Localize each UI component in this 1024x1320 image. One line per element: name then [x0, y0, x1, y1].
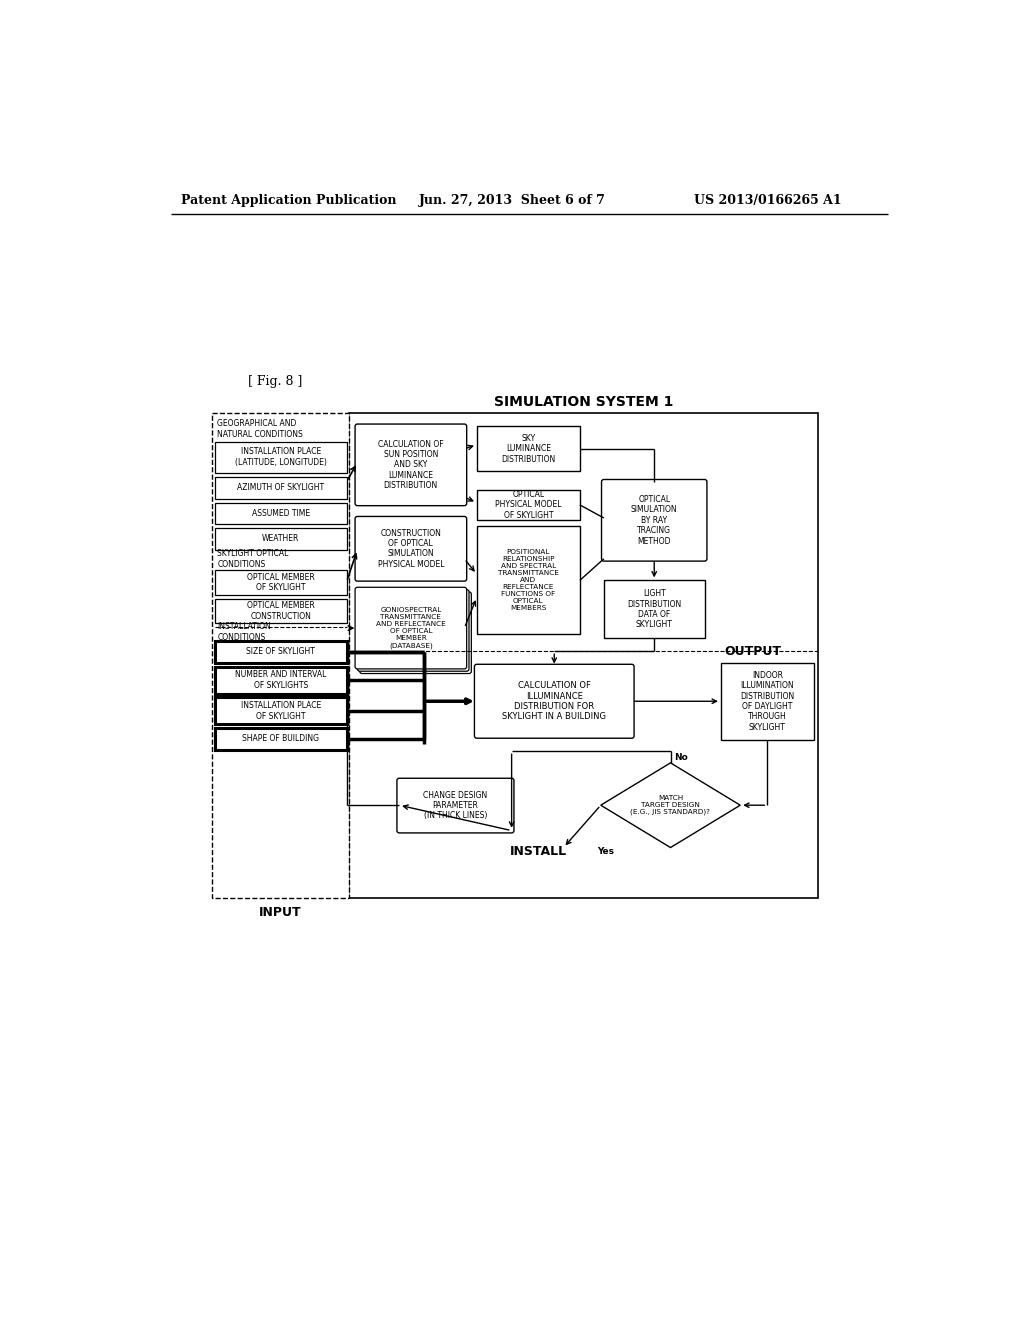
Bar: [477, 426, 580, 471]
Text: CONSTRUCTION
OF OPTICAL
SIMULATION
PHYSICAL MODEL: CONSTRUCTION OF OPTICAL SIMULATION PHYSI…: [378, 529, 444, 569]
Text: OPTICAL MEMBER
CONSTRUCTION: OPTICAL MEMBER CONSTRUCTION: [247, 602, 314, 620]
Bar: [215, 503, 346, 524]
Text: POSITIONAL
RELATIONSHIP
AND SPECTRAL
TRANSMITTANCE
AND
REFLECTANCE
FUNCTIONS OF
: POSITIONAL RELATIONSHIP AND SPECTRAL TRA…: [498, 549, 559, 611]
Bar: [215, 478, 346, 499]
Text: CALCULATION OF
ILLUMINANCE
DISTRIBUTION FOR
SKYLIGHT IN A BUILDING: CALCULATION OF ILLUMINANCE DISTRIBUTION …: [502, 681, 606, 721]
Bar: [212, 412, 349, 898]
Text: WEATHER: WEATHER: [262, 535, 299, 544]
Text: INPUT: INPUT: [259, 907, 302, 920]
Text: SHAPE OF BUILDING: SHAPE OF BUILDING: [242, 734, 319, 743]
Bar: [215, 642, 346, 663]
Bar: [349, 412, 818, 898]
Text: ASSUMED TIME: ASSUMED TIME: [252, 510, 309, 517]
Text: INDOOR
ILLUMINATION
DISTRIBUTION
OF DAYLIGHT
THROUGH
SKYLIGHT: INDOOR ILLUMINATION DISTRIBUTION OF DAYL…: [740, 671, 795, 731]
Bar: [477, 527, 580, 635]
Text: CHANGE DESIGN
PARAMETER
(IN THICK LINES): CHANGE DESIGN PARAMETER (IN THICK LINES): [423, 791, 487, 821]
Text: Patent Application Publication: Patent Application Publication: [180, 194, 396, 207]
Text: SKYLIGHT OPTICAL
CONDITIONS: SKYLIGHT OPTICAL CONDITIONS: [217, 549, 289, 569]
Polygon shape: [601, 763, 740, 847]
Text: GONIOSPECTRAL
TRANSMITTANCE
AND REFLECTANCE
OF OPTICAL
MEMBER
(DATABASE): GONIOSPECTRAL TRANSMITTANCE AND REFLECTA…: [376, 607, 445, 649]
FancyBboxPatch shape: [355, 424, 467, 506]
Text: SIMULATION SYSTEM 1: SIMULATION SYSTEM 1: [494, 395, 673, 409]
Bar: [215, 442, 346, 473]
FancyBboxPatch shape: [474, 664, 634, 738]
Bar: [721, 663, 814, 739]
Text: INSTALLATION PLACE
OF SKYLIGHT: INSTALLATION PLACE OF SKYLIGHT: [241, 701, 321, 721]
Text: Yes: Yes: [597, 847, 613, 855]
Text: MATCH
TARGET DESIGN
(E.G., JIS STANDARD)?: MATCH TARGET DESIGN (E.G., JIS STANDARD)…: [631, 795, 711, 816]
FancyBboxPatch shape: [359, 591, 471, 673]
FancyBboxPatch shape: [355, 516, 467, 581]
Text: OPTICAL MEMBER
OF SKYLIGHT: OPTICAL MEMBER OF SKYLIGHT: [247, 573, 314, 593]
Bar: [215, 729, 346, 750]
FancyBboxPatch shape: [357, 590, 469, 671]
Text: OUTPUT: OUTPUT: [725, 644, 781, 657]
Bar: [215, 528, 346, 549]
FancyBboxPatch shape: [601, 479, 707, 561]
Text: OPTICAL
SIMULATION
BY RAY
TRACING
METHOD: OPTICAL SIMULATION BY RAY TRACING METHOD: [631, 495, 678, 545]
Text: AZIMUTH OF SKYLIGHT: AZIMUTH OF SKYLIGHT: [238, 483, 325, 492]
Bar: [215, 599, 346, 623]
Bar: [215, 697, 346, 725]
Text: CALCULATION OF
SUN POSITION
AND SKY
LUMINANCE
DISTRIBUTION: CALCULATION OF SUN POSITION AND SKY LUMI…: [378, 440, 443, 490]
Text: SKY
LUMINANCE
DISTRIBUTION: SKY LUMINANCE DISTRIBUTION: [501, 434, 555, 463]
Text: NUMBER AND INTERVAL
OF SKYLIGHTS: NUMBER AND INTERVAL OF SKYLIGHTS: [234, 671, 327, 690]
Bar: [604, 581, 705, 638]
Text: GEOGRAPHICAL AND
NATURAL CONDITIONS: GEOGRAPHICAL AND NATURAL CONDITIONS: [217, 420, 303, 440]
Bar: [477, 490, 580, 520]
Text: OPTICAL
PHYSICAL MODEL
OF SKYLIGHT: OPTICAL PHYSICAL MODEL OF SKYLIGHT: [495, 490, 561, 520]
Text: INSTALL: INSTALL: [510, 845, 567, 858]
Text: US 2013/0166265 A1: US 2013/0166265 A1: [693, 194, 842, 207]
Text: INSTALLATION PLACE
(LATITUDE, LONGITUDE): INSTALLATION PLACE (LATITUDE, LONGITUDE): [234, 447, 327, 467]
FancyBboxPatch shape: [355, 587, 467, 669]
Text: LIGHT
DISTRIBUTION
DATA OF
SKYLIGHT: LIGHT DISTRIBUTION DATA OF SKYLIGHT: [627, 589, 681, 630]
Text: [ Fig. 8 ]: [ Fig. 8 ]: [248, 375, 302, 388]
Text: No: No: [675, 752, 688, 762]
Text: SIZE OF SKYLIGHT: SIZE OF SKYLIGHT: [246, 648, 315, 656]
Bar: [215, 570, 346, 595]
Bar: [215, 667, 346, 693]
Text: INSTALLATION
CONDITIONS: INSTALLATION CONDITIONS: [217, 622, 271, 642]
Text: Jun. 27, 2013  Sheet 6 of 7: Jun. 27, 2013 Sheet 6 of 7: [419, 194, 605, 207]
FancyBboxPatch shape: [397, 779, 514, 833]
